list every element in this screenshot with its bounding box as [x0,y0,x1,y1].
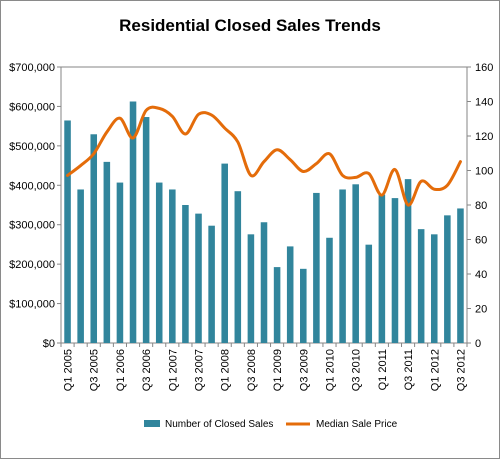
bar-closed-sales [313,192,320,343]
left-axis-tick-label: $300,000 [9,220,55,232]
legend-label-median-price: Median Sale Price [316,419,398,430]
x-axis-tick-label: Q3 2011 [403,349,415,390]
x-axis-tick-label: Q1 2010 [324,349,336,391]
x-axis-tick-label: Q1 2009 [272,349,284,391]
legend-swatch-closed-sales [144,420,160,427]
bar-closed-sales [365,244,373,343]
bar-closed-sales [182,205,189,343]
bar-closed-sales [169,189,176,343]
bar-closed-sales [378,194,386,343]
legend-label-closed-sales: Number of Closed Sales [165,419,273,430]
right-axis-tick-label: 60 [475,235,487,247]
right-axis-tick-label: 40 [475,269,487,281]
bar-closed-sales [129,101,137,343]
right-axis-tick-label: 100 [475,166,493,178]
bar-closed-sales [391,198,399,343]
x-axis-tick-label: Q1 2008 [220,349,232,391]
x-axis-tick-label: Q1 2007 [167,349,179,391]
bar-closed-sales [444,215,451,343]
bar-closed-sales [417,229,425,343]
x-axis-tick-label: Q3 2006 [141,349,153,391]
left-axis-tick-label: $0 [43,338,55,350]
bar-closed-sales [116,182,124,343]
bar-closed-sales [352,184,359,343]
line-median-sale-price [66,105,462,207]
x-axis-tick-label: Q1 2012 [429,349,441,391]
bar-closed-sales [247,234,255,343]
bar-closed-sales [64,120,71,343]
x-axis-tick-label: Q3 2012 [455,349,467,391]
bar-closed-sales [142,117,150,344]
bar-closed-sales [155,182,163,343]
bar-closed-sales [77,189,84,343]
right-axis-tick-label: 160 [475,62,493,74]
x-axis-tick-label: Q1 2006 [115,349,127,391]
x-axis-tick-label: Q1 2005 [63,349,75,391]
left-axis-tick-label: $600,000 [9,101,55,113]
bar-closed-sales [208,225,215,343]
chart-title: Residential Closed Sales Trends [119,16,381,35]
right-axis-tick-label: 0 [475,338,481,350]
x-axis-tick-label: Q1 2011 [377,349,389,390]
left-axis-tick-label: $400,000 [9,180,55,192]
bar-closed-sales [234,191,242,343]
bar-closed-sales [430,234,438,343]
right-axis-tick-label: 20 [475,304,487,316]
x-axis-tick-label: Q3 2005 [89,349,101,391]
bar-closed-sales [286,246,294,343]
bar-closed-sales [326,237,333,343]
x-axis-tick-label: Q3 2007 [194,349,206,391]
right-axis-tick-label: 140 [475,97,493,109]
legend: Number of Closed Sales Median Sale Price [144,419,398,430]
plot-area: $0 $100,000 $200,000 $300,000 $400,000 $500,0… [9,62,493,391]
x-axis-tick-label: Q3 2008 [246,349,258,391]
left-axis-tick-label: $200,000 [9,259,55,271]
right-axis-tick-label: 120 [475,131,493,143]
left-axis-tick-label: $100,000 [9,299,55,311]
bar-closed-sales [339,189,346,343]
bar-closed-sales [273,267,281,343]
right-axis-tick-label: 80 [475,200,487,212]
x-axis-tick-label: Q3 2010 [351,349,363,391]
bar-closed-sales [195,213,202,343]
bar-closed-sales [404,179,412,343]
bar-closed-sales [260,222,268,343]
x-axis-tick-label: Q3 2009 [298,349,310,391]
bar-closed-sales [103,161,111,343]
left-axis-tick-label: $500,000 [9,141,55,153]
bar-closed-sales [90,134,98,343]
bar-closed-sales [457,208,464,343]
bar-closed-sales [300,268,307,343]
bar-closed-sales [221,163,228,343]
left-axis-tick-label: $700,000 [9,62,55,74]
